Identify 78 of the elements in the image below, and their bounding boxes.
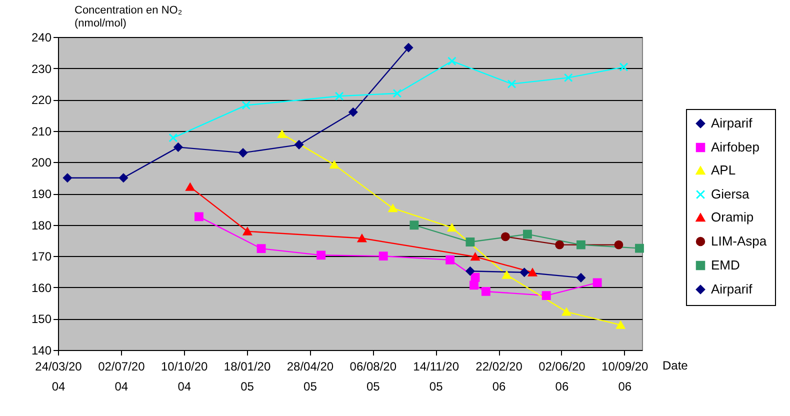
point (194, 212, 204, 222)
point (564, 73, 573, 82)
x-tick-label: 10/10/2004 (161, 360, 208, 394)
point (528, 268, 537, 276)
legend-label: APL (711, 162, 736, 178)
point (118, 173, 128, 182)
point (330, 160, 339, 169)
legend-label: LIM-Aspa (711, 234, 768, 248)
y-tick-label: 170 (31, 250, 52, 264)
point (348, 108, 358, 117)
point (446, 255, 455, 264)
point (466, 238, 475, 246)
point (500, 232, 510, 242)
point (635, 244, 644, 253)
point (481, 287, 490, 296)
point (388, 204, 398, 212)
point (555, 240, 564, 250)
y-tick-label: 210 (31, 124, 52, 138)
y-axis-title: Concentration en NO₂ (nmol/mol) (74, 4, 182, 30)
point (562, 308, 571, 316)
point (410, 220, 419, 230)
x-tick-label: 02/06/2006 (538, 360, 586, 394)
legend-label: EMD (711, 258, 740, 272)
legend-label: Giersa (711, 186, 750, 202)
x-axis-title: Date (662, 358, 688, 372)
point (470, 280, 478, 290)
x-tick-label: 02/07/2004 (98, 360, 146, 394)
point (358, 234, 366, 242)
x-tick-label: 10/09/2006 (602, 360, 649, 394)
y-tick-label: 230 (31, 62, 52, 76)
point (576, 273, 586, 282)
point (616, 321, 626, 329)
y-tick-label: 200 (31, 156, 52, 170)
point (502, 270, 512, 279)
legend-label: Oramip (711, 210, 754, 224)
x-tick-label: 18/01/2005 (224, 360, 271, 394)
point (614, 240, 624, 250)
x-tick-label: 28/04/2005 (286, 360, 334, 394)
point (378, 252, 388, 261)
point (470, 252, 480, 261)
point (242, 100, 251, 110)
x-tick-label: 24/03/2004 (35, 360, 82, 394)
point (507, 79, 516, 88)
point (316, 250, 326, 260)
x-tick-label: 14/11/2005 (413, 360, 460, 394)
legend-label: Airfobep (711, 140, 760, 154)
point (278, 130, 286, 138)
x-tick-label: 06/08/2005 (350, 360, 397, 394)
point (576, 240, 586, 250)
point (447, 56, 456, 66)
point (523, 230, 532, 239)
point (592, 278, 602, 288)
y-tick-label: 140 (31, 344, 52, 358)
y-tick-label: 150 (31, 312, 52, 326)
point (392, 88, 402, 98)
point (62, 173, 72, 182)
y-tick-label: 180 (31, 218, 52, 232)
point (168, 133, 178, 142)
point (334, 92, 344, 101)
point (447, 224, 456, 232)
point (256, 244, 266, 254)
y-tick-label: 220 (31, 93, 52, 108)
point (238, 148, 248, 158)
y-tick-label: 160 (31, 280, 52, 295)
point (242, 227, 252, 236)
point (619, 62, 628, 72)
point (294, 140, 304, 150)
legend-label: Airparif (711, 282, 753, 296)
point (186, 182, 195, 191)
point (466, 266, 475, 276)
legend-label: Airparif (711, 116, 753, 130)
x-tick-label: 22/02/2006 (476, 360, 523, 394)
point (174, 142, 183, 152)
y-tick-label: 190 (31, 187, 52, 201)
point (542, 291, 551, 300)
point (520, 268, 529, 277)
point (404, 43, 413, 52)
y-tick-label: 240 (31, 30, 52, 44)
